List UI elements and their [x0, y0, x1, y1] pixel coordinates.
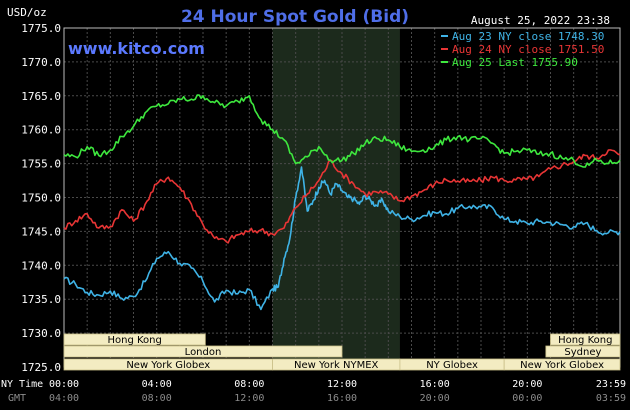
series-line-3: [63, 94, 621, 168]
x-tick-label-gmt: 03:59: [596, 393, 626, 404]
session-label: New York Globex: [126, 360, 210, 371]
session-bar-fill: [503, 358, 621, 371]
y-tick-label: 1730.0: [21, 327, 61, 340]
x-tick-label-ny: 23:59: [596, 379, 626, 390]
session-label: Hong Kong: [107, 335, 161, 346]
y-tick-label: 1775.0: [21, 22, 61, 35]
gmt-row-label: GMT: [8, 393, 26, 404]
legend-entry: Aug 24 NY close 1751.50: [452, 43, 604, 56]
x-tick-label-ny: 04:00: [142, 379, 172, 390]
session-label: New York Globex: [520, 360, 604, 371]
axes: 1775.0 1770.0 1765.0 1760.0 1755.0 1750.0 1745…: [21, 22, 626, 404]
series-line-2: [63, 149, 621, 244]
x-tick-label-gmt: 00:00: [512, 393, 542, 404]
session-bar-fill: [550, 333, 621, 346]
chart-title: 24 Hour Spot Gold (Bid): [181, 7, 409, 27]
y-tick-label: 1725.0: [21, 361, 61, 374]
gridlines: [63, 27, 621, 368]
session-bar: NY Globex: [399, 358, 505, 371]
market-sessions: Hong Kong London New York Globex New York N…: [63, 333, 621, 371]
y-tick-label: 1750.0: [21, 192, 61, 205]
y-tick-label: 1755.0: [21, 158, 61, 171]
session-bar: Sydney: [545, 345, 621, 358]
session-bar: Hong Kong: [550, 333, 621, 346]
x-tick-label-gmt: 16:00: [327, 393, 357, 404]
x-tick-label-gmt: 12:00: [234, 393, 264, 404]
y-tick-label: 1735.0: [21, 293, 61, 306]
x-tick-label-ny: 00:00: [49, 379, 79, 390]
session-bar: London: [63, 345, 343, 358]
session-bar-fill: [545, 345, 621, 358]
site-watermark: www.kitco.com: [68, 39, 205, 58]
session-label: Hong Kong: [558, 335, 612, 346]
legend-entry: Aug 25 Last 1755.90: [452, 56, 578, 69]
session-bar-fill: [63, 333, 206, 346]
x-tick-label-gmt: 04:00: [49, 393, 79, 404]
y-tick-label: 1745.0: [21, 225, 61, 238]
x-tick-label-ny: 20:00: [512, 379, 542, 390]
y-tick-label: 1760.0: [21, 124, 61, 137]
session-bar: New York NYMEX: [272, 358, 401, 371]
session-label: New York NYMEX: [294, 360, 379, 371]
x-tick-label-gmt: 20:00: [420, 393, 450, 404]
series-line-1: [63, 166, 621, 311]
x-tick-label-ny: 12:00: [327, 379, 357, 390]
session-label: Sydney: [564, 347, 601, 358]
session-bar: New York Globex: [503, 358, 621, 371]
session-label: London: [185, 347, 222, 358]
session-bar: New York Globex: [63, 358, 273, 371]
session-bar: Hong Kong: [63, 333, 206, 346]
chart-timestamp: August 25, 2022 23:38: [471, 14, 610, 27]
y-tick-label: 1765.0: [21, 90, 61, 103]
session-label: NY Globex: [426, 360, 478, 371]
x-tick-label-ny: 08:00: [234, 379, 264, 390]
x-tick-label-gmt: 08:00: [142, 393, 172, 404]
series-lines: [63, 94, 621, 311]
y-tick-label: 1770.0: [21, 56, 61, 69]
x-tick-label-ny: 16:00: [420, 379, 450, 390]
session-bar-fill: [63, 345, 343, 358]
y-axis-unit-label: USD/oz: [7, 6, 47, 19]
y-tick-label: 1740.0: [21, 259, 61, 272]
ny-time-row-label: NY Time: [1, 379, 43, 390]
legend-entry: Aug 23 NY close 1748.30: [452, 30, 604, 43]
